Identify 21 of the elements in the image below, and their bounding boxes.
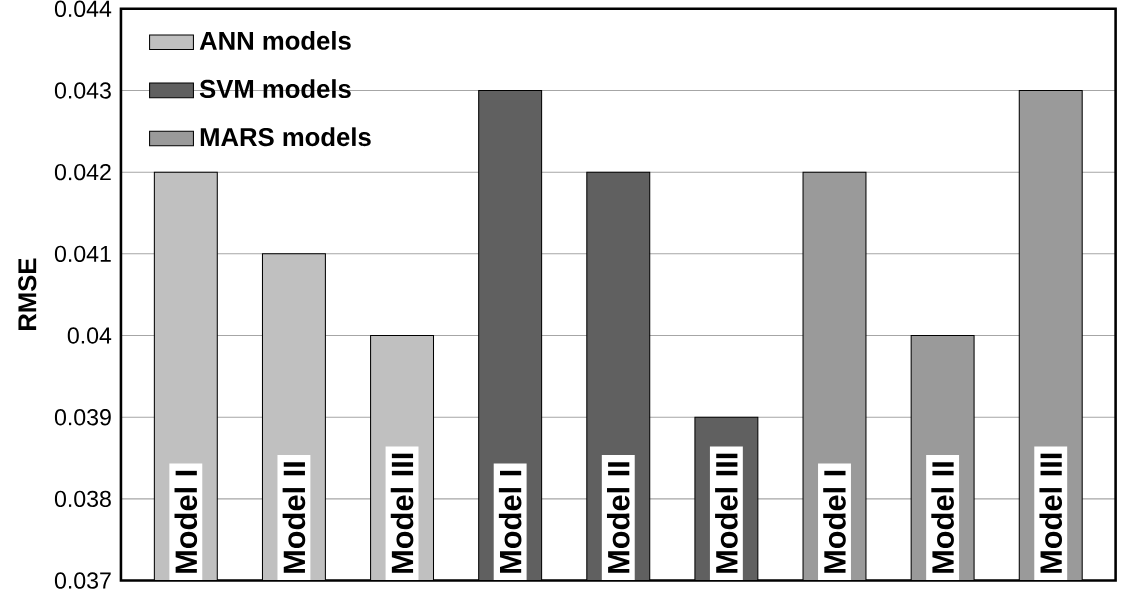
y-tick-label: 0.039 [54,409,111,426]
x-tick-label: Model II [606,462,630,574]
y-tick-label: 0.042 [54,164,111,181]
x-tick-label: Model II [931,462,954,574]
y-tick-label: 0.04 [67,327,112,344]
y-tick-label: 0.041 [54,245,111,263]
y-tick-label: 0.038 [54,490,111,508]
legend-label: SVM models [199,79,351,99]
x-tick-label: Model III [715,453,738,574]
x-tick-label: Model III [390,453,414,574]
x-tick-label: Model II [282,462,306,574]
y-tick-label: 0.044 [54,0,112,18]
y-tick-label: 0.037 [54,572,111,589]
y-tick-label: 0.043 [54,82,111,99]
y-axis-title: RMSE [18,258,37,331]
legend-label: ANN models [199,31,351,51]
x-tick-label: Model I [823,471,846,574]
x-tick-label: Model I [498,471,522,574]
legend-label: MARS models [200,127,371,147]
x-tick-label: Model I [174,471,198,574]
x-tick-label: Model III [1039,453,1063,574]
